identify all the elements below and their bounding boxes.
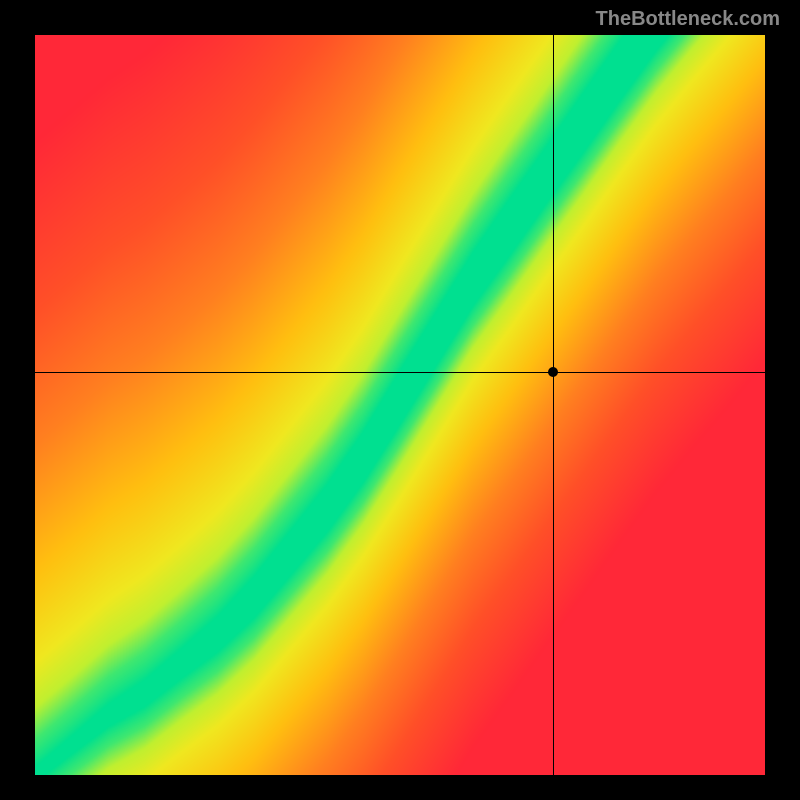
watermark-text: TheBottleneck.com [596, 8, 780, 31]
crosshair-horizontal [35, 372, 765, 373]
intersection-marker [548, 367, 558, 377]
heatmap-canvas [35, 35, 765, 775]
crosshair-vertical [553, 35, 554, 775]
heatmap-plot [35, 35, 765, 775]
